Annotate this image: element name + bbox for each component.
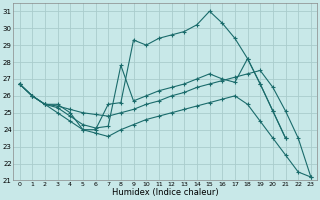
X-axis label: Humidex (Indice chaleur): Humidex (Indice chaleur) (112, 188, 219, 197)
